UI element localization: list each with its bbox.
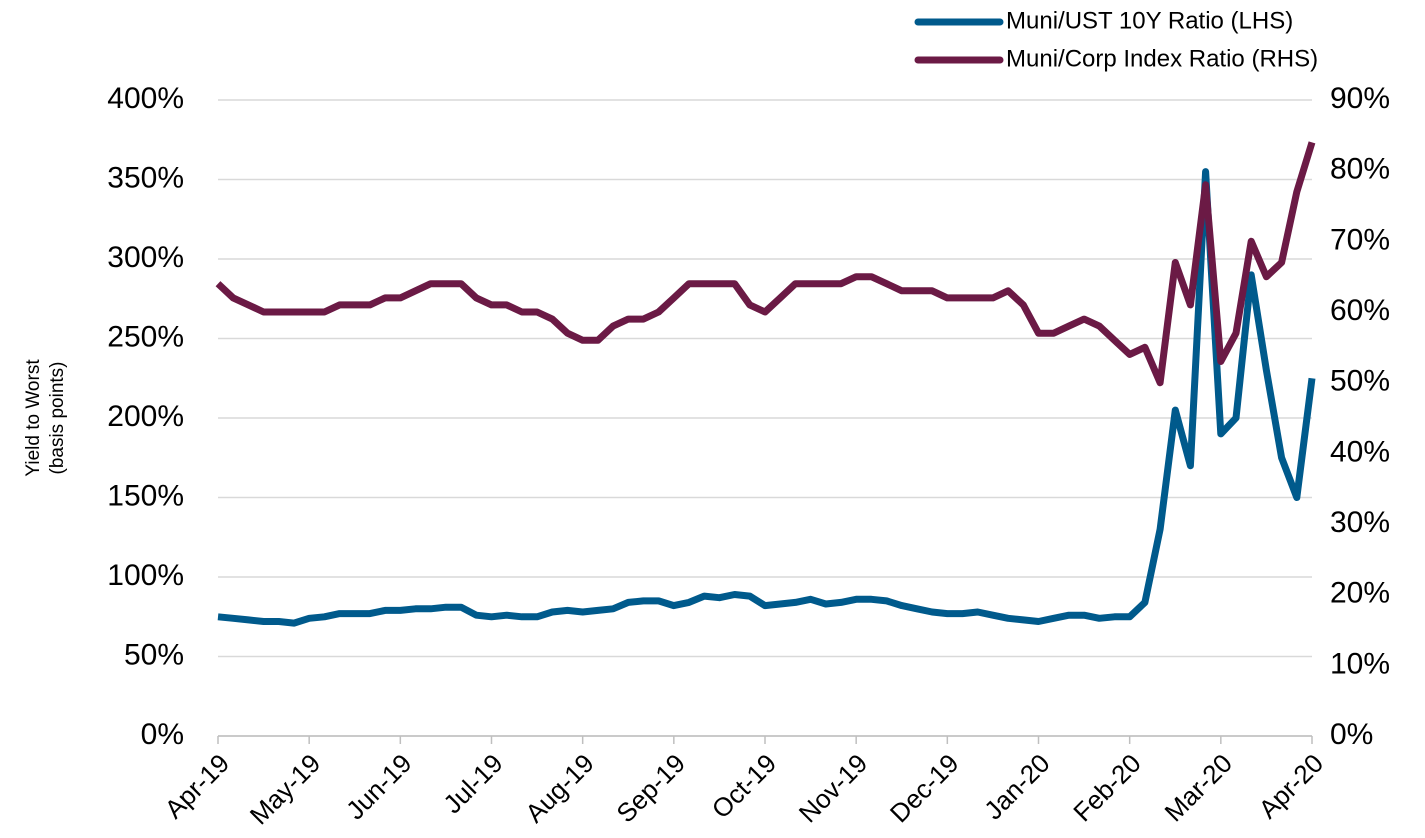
y-tick-label: 400% — [107, 82, 184, 115]
y2-tick-label: 80% — [1330, 153, 1390, 186]
x-tick-label: Jun-19 — [340, 748, 417, 825]
y2-tick-label: 20% — [1330, 577, 1390, 610]
x-tick-label: Nov-19 — [793, 748, 873, 828]
y-tick-label: 350% — [107, 161, 184, 194]
x-tick-label: Oct-19 — [706, 748, 782, 824]
legend-label: Muni/UST 10Y Ratio (LHS) — [1006, 7, 1293, 34]
x-tick-label: Apr-20 — [1253, 748, 1329, 824]
x-tick-label: Sep-19 — [610, 748, 690, 828]
series-line — [217, 168, 1316, 627]
y2-tick-label: 90% — [1330, 82, 1390, 115]
y2-tick-label: 30% — [1330, 506, 1390, 539]
y2-tick-label: 70% — [1330, 223, 1390, 256]
y2-tick-label: 0% — [1330, 718, 1373, 751]
y-axis-label: Yield to Worst — [23, 359, 44, 477]
x-tick-label: Jan-20 — [978, 748, 1055, 825]
y2-tick-label: 10% — [1330, 647, 1390, 680]
y-tick-label: 150% — [107, 479, 184, 512]
y-tick-label: 50% — [124, 638, 184, 671]
y-tick-label: 200% — [107, 400, 184, 433]
x-tick-label: Dec-19 — [884, 748, 964, 828]
series-line — [215, 141, 1316, 387]
x-tick-label: Feb-20 — [1067, 748, 1146, 827]
x-tick-label: Mar-20 — [1158, 748, 1237, 827]
y-tick-label: 250% — [107, 320, 184, 353]
y-axis-label: (basis points) — [47, 362, 68, 475]
y2-tick-label: 40% — [1330, 435, 1390, 468]
y2-tick-label: 60% — [1330, 294, 1390, 327]
legend-label: Muni/Corp Index Ratio (RHS) — [1006, 45, 1318, 72]
x-tick-label: Aug-19 — [519, 748, 599, 828]
x-tick-label: Apr-19 — [159, 748, 235, 824]
y-tick-label: 300% — [107, 241, 184, 274]
y2-tick-label: 50% — [1330, 365, 1390, 398]
x-tick-label: Jul-19 — [437, 748, 508, 819]
y-tick-label: 0% — [141, 718, 184, 751]
x-tick-label: May-19 — [244, 748, 327, 831]
y-tick-label: 100% — [107, 559, 184, 592]
